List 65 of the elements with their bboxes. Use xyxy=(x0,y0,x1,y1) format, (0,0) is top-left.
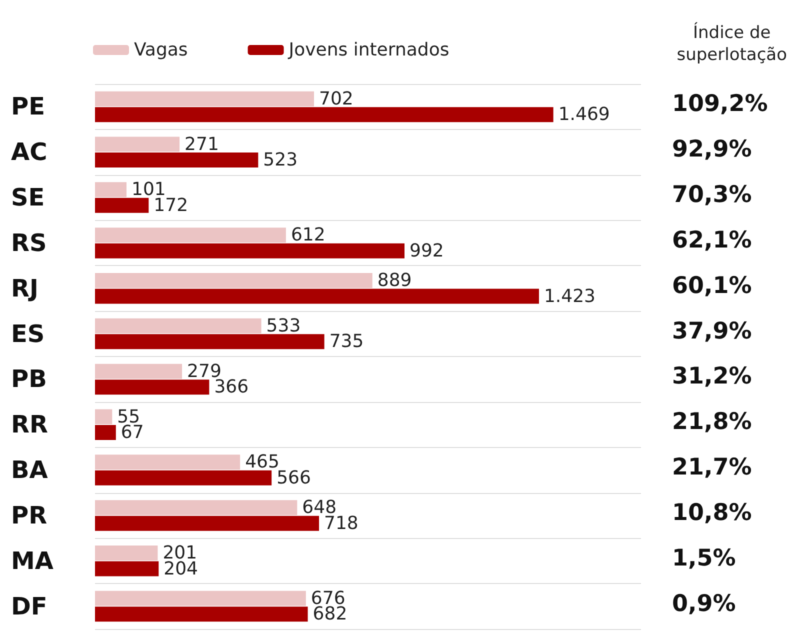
bar xyxy=(95,288,539,304)
bar xyxy=(95,454,240,470)
data-label: 523 xyxy=(263,150,298,170)
data-label: 533 xyxy=(266,315,301,336)
y-tick-label: MA xyxy=(11,546,54,575)
bar xyxy=(95,470,272,486)
text: Índice de superlotação xyxy=(676,22,788,65)
y-tick-label: RS xyxy=(11,228,47,257)
legend-label: Vagas xyxy=(134,40,188,60)
bar xyxy=(95,590,306,606)
data-label: 702 xyxy=(319,88,354,110)
bar xyxy=(95,364,182,379)
bar xyxy=(95,91,314,106)
bar xyxy=(95,152,258,168)
y-tick-label: RJ xyxy=(11,274,38,302)
text: 92,9% xyxy=(672,136,752,163)
text: 1,5% xyxy=(672,545,736,572)
data-label: 735 xyxy=(329,331,364,352)
bar xyxy=(95,334,324,350)
bar xyxy=(95,318,262,334)
data-label: 1.423 xyxy=(544,286,596,307)
bar xyxy=(95,243,405,258)
bar xyxy=(95,500,298,516)
data-label: 889 xyxy=(377,270,412,291)
y-tick-label: PR xyxy=(11,501,48,530)
y-tick-label: RR xyxy=(11,410,48,439)
bar xyxy=(95,182,127,198)
bar xyxy=(95,409,112,424)
y-tick-label: ES xyxy=(11,320,45,348)
bar xyxy=(95,425,116,440)
data-label: 271 xyxy=(184,134,219,155)
bar xyxy=(95,380,210,395)
y-tick-label: AC xyxy=(11,138,48,166)
text: 109,2% xyxy=(672,91,768,118)
text: 70,3% xyxy=(672,182,752,208)
text: 21,7% xyxy=(672,454,752,481)
y-tick-label: BA xyxy=(11,456,48,484)
bar xyxy=(95,228,286,243)
text: 10,8% xyxy=(672,500,752,526)
text: 37,9% xyxy=(672,318,752,344)
data-label: 366 xyxy=(214,376,249,398)
bar xyxy=(95,516,320,531)
text: 21,8% xyxy=(672,409,752,436)
text: 31,2% xyxy=(672,364,752,390)
text: 0,9% xyxy=(672,590,736,617)
text: 62,1% xyxy=(672,227,752,254)
y-tick-label: SE xyxy=(11,184,45,212)
bar xyxy=(95,198,149,213)
data-label: 992 xyxy=(410,240,444,262)
data-label: 465 xyxy=(245,452,280,473)
bar xyxy=(95,107,554,122)
bar xyxy=(95,561,159,576)
bar xyxy=(95,136,180,152)
data-label: 612 xyxy=(290,224,326,246)
data-label: 1.469 xyxy=(558,104,610,126)
bar xyxy=(95,546,158,560)
y-tick-label: PE xyxy=(11,92,45,121)
legend-label: Jovens internados xyxy=(288,40,450,60)
bar xyxy=(95,273,372,288)
data-label: 204 xyxy=(164,558,198,580)
text: 60,1% xyxy=(672,272,752,299)
y-tick-label: PB xyxy=(11,365,47,394)
data-label: 566 xyxy=(276,467,311,488)
bar xyxy=(95,606,308,622)
y-tick-label: DF xyxy=(11,592,48,620)
